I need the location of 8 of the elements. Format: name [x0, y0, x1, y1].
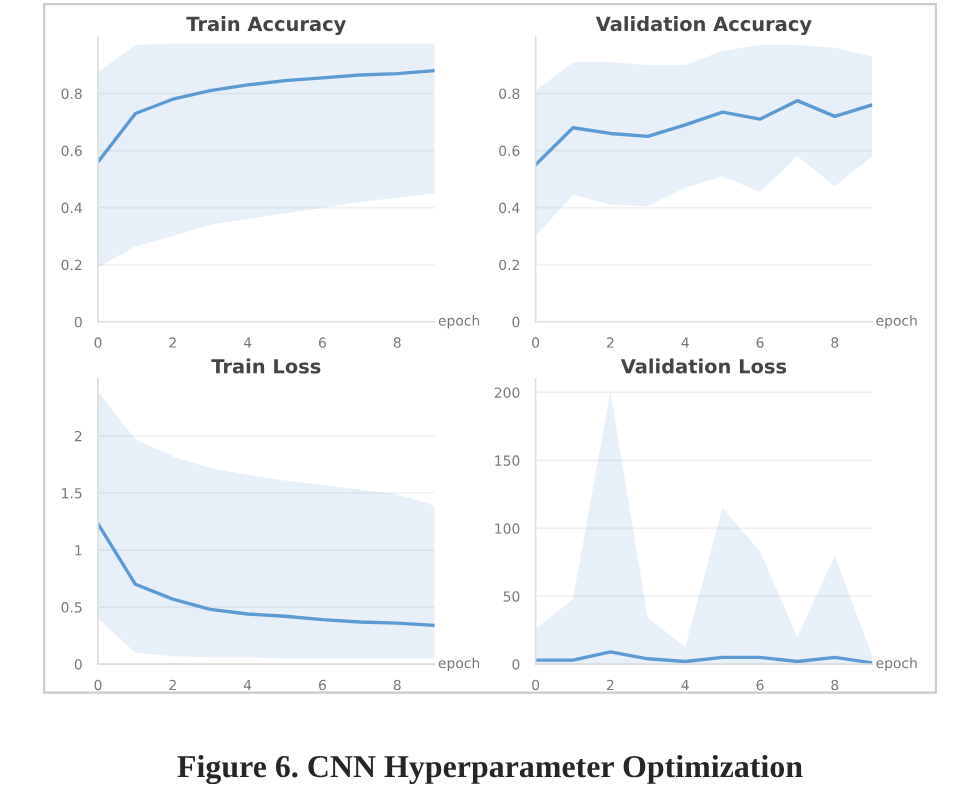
caption: Figure 6. CNN Hyperparameter Optimization [177, 754, 803, 785]
chart-title: Train Accuracy [186, 16, 346, 36]
chart-title: Validation Loss [620, 358, 787, 374]
chart-title: Train Loss [211, 358, 321, 374]
chart-title: Validation Accuracy [595, 16, 812, 36]
line-series [98, 69, 435, 164]
line-series [535, 98, 873, 167]
line-series [98, 522, 435, 628]
